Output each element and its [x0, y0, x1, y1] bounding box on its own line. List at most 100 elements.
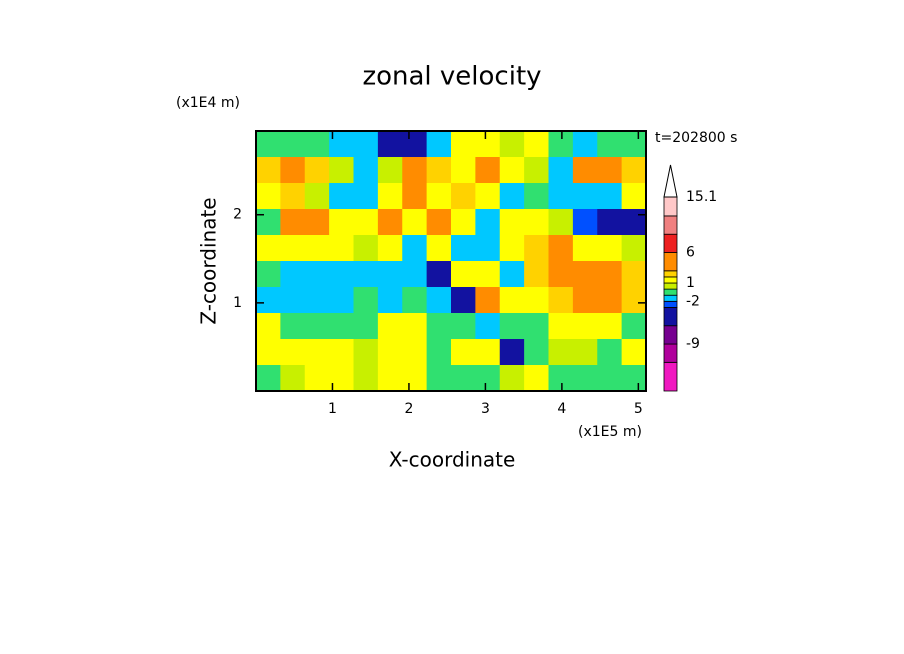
field-cell — [621, 261, 647, 288]
field-cell — [377, 313, 403, 340]
field-cell — [548, 157, 574, 184]
x-tick-label: 2 — [404, 401, 413, 417]
field-cell — [329, 287, 354, 314]
field-cell — [256, 131, 281, 158]
x-tick-label: 1 — [328, 401, 337, 417]
field-cell — [451, 131, 476, 158]
field-cell — [451, 235, 476, 262]
field-cell — [426, 209, 452, 236]
field-cell — [402, 313, 428, 340]
field-cell — [597, 157, 623, 184]
field-cell — [499, 313, 525, 340]
field-cell — [329, 131, 354, 158]
field-cell — [597, 209, 623, 236]
field-cell — [280, 313, 306, 340]
colorbar-box — [663, 215, 678, 235]
field-cell — [304, 287, 330, 314]
colorbar-box — [663, 288, 678, 296]
field-cell — [451, 287, 476, 314]
field-cell — [451, 365, 476, 392]
field-cell — [304, 261, 330, 288]
colorbar-tick-label: 1 — [686, 275, 695, 291]
field-cell — [548, 287, 574, 314]
colorbar-box — [663, 270, 678, 278]
field-cell — [353, 339, 379, 366]
field-cell — [597, 365, 623, 392]
colorbar-tick-label: -9 — [686, 336, 700, 352]
colorbar-box — [663, 233, 678, 253]
field-cell — [256, 183, 281, 210]
field-cell — [304, 365, 330, 392]
field-cell — [304, 339, 330, 366]
field-cell — [597, 235, 623, 262]
field-cell — [572, 235, 598, 262]
field-cell — [426, 235, 452, 262]
field-cell — [280, 287, 306, 314]
field-cell — [377, 157, 403, 184]
field-cell — [377, 183, 403, 210]
colorbar-tick-label: 6 — [686, 245, 695, 261]
field-cell — [329, 365, 354, 392]
field-cell — [256, 365, 281, 392]
field-cell — [475, 261, 501, 288]
field-cell — [377, 365, 403, 392]
y-scale-label: (x1E4 m) — [176, 95, 240, 111]
field-cell — [475, 209, 501, 236]
y-tick-label: 2 — [233, 207, 242, 223]
field-cell — [426, 365, 452, 392]
field-cell — [499, 131, 525, 158]
field-cell — [572, 183, 598, 210]
field-cell — [621, 157, 647, 184]
field-cell — [548, 131, 574, 158]
field-cell — [524, 287, 549, 314]
field-cell — [280, 209, 306, 236]
field-cell — [377, 235, 403, 262]
field-cell — [621, 209, 647, 236]
field-cell — [499, 365, 525, 392]
field-cell — [451, 209, 476, 236]
field-cell — [280, 339, 306, 366]
field-cell — [353, 365, 379, 392]
field-cell — [304, 313, 330, 340]
field-cell — [475, 131, 501, 158]
colorbar-tick-label: -2 — [686, 293, 700, 309]
field-cell — [597, 131, 623, 158]
annotation: t=202800 s — [655, 130, 737, 146]
field-cell — [524, 235, 549, 262]
field-cell — [353, 313, 379, 340]
field-cell — [597, 339, 623, 366]
field-cell — [353, 209, 379, 236]
field-cell — [572, 209, 598, 236]
field-cell — [353, 235, 379, 262]
field-cell — [353, 183, 379, 210]
field-cell — [475, 183, 501, 210]
field-cell — [621, 235, 647, 262]
colorbar-box — [663, 196, 678, 217]
field-cell — [377, 131, 403, 158]
field-cell — [329, 313, 354, 340]
colorbar-box — [663, 361, 678, 392]
field-cell — [353, 287, 379, 314]
field-cell — [329, 209, 354, 236]
field-cell — [426, 131, 452, 158]
field-cell — [280, 183, 306, 210]
field-cell — [621, 131, 647, 158]
field-cell — [548, 235, 574, 262]
field-cell — [524, 365, 549, 392]
field-cell — [402, 235, 428, 262]
x-tick-label: 4 — [557, 401, 566, 417]
field-cell — [524, 313, 549, 340]
field-cell — [329, 235, 354, 262]
field-cell — [256, 235, 281, 262]
field-cell — [475, 157, 501, 184]
plot-frame — [255, 130, 647, 392]
field-cell — [280, 235, 306, 262]
field-cell — [524, 261, 549, 288]
colorbar-box — [663, 294, 678, 302]
field-cell — [475, 339, 501, 366]
field-cell — [548, 183, 574, 210]
field-cell — [426, 261, 452, 288]
field-cell — [499, 183, 525, 210]
field-cell — [256, 313, 281, 340]
